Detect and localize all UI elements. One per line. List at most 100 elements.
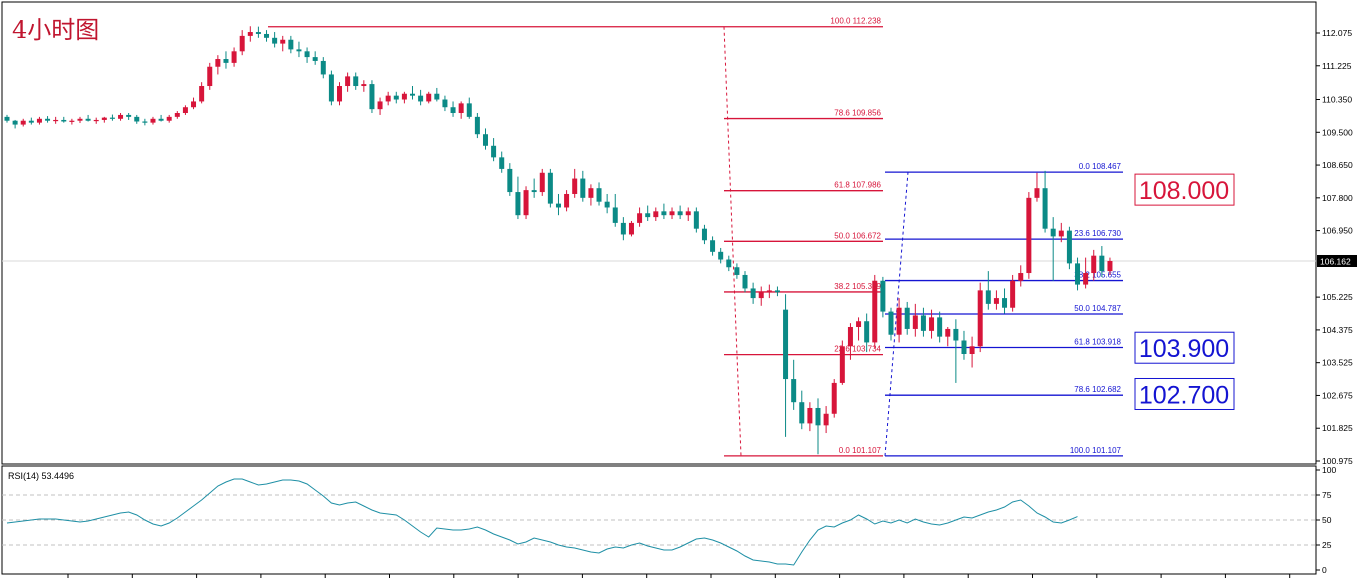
fib-blue-level-label: 38.2 105.655	[1074, 271, 1121, 280]
candle-body	[247, 32, 253, 36]
annotation-box	[1134, 331, 1235, 364]
fib-red-level-label: 50.0 106.672	[834, 231, 881, 240]
candle-body	[1066, 230, 1072, 264]
rsi-axis-tick-label: 75	[1322, 490, 1332, 500]
candle-body	[904, 307, 910, 329]
candle-body	[1042, 188, 1048, 229]
candle-body	[1034, 188, 1040, 198]
candle-body	[142, 121, 148, 123]
candle-body	[572, 178, 578, 194]
candle-body	[109, 117, 115, 119]
candle-body	[491, 145, 497, 158]
candle-body	[191, 101, 197, 108]
candle-body	[839, 346, 845, 383]
candle-body	[288, 39, 294, 50]
candle-body	[28, 120, 34, 123]
candle-body	[823, 413, 829, 426]
price-axis-tick-label: 111.225	[1322, 61, 1352, 71]
candle-body	[896, 307, 902, 335]
candle-body	[482, 134, 488, 146]
candle-body	[993, 298, 999, 304]
price-axis-tick-label: 107.800	[1322, 193, 1353, 203]
candle-body	[726, 259, 732, 268]
candle-body	[231, 51, 237, 63]
candle-body	[1058, 230, 1064, 237]
candle-body	[515, 192, 521, 216]
candle-body	[872, 280, 878, 343]
candle-body	[1010, 280, 1016, 308]
candle-body	[296, 49, 302, 52]
chart-title: 4小时图	[12, 16, 99, 44]
candle-body	[272, 37, 278, 44]
candle-body	[134, 116, 140, 122]
candle-body	[312, 57, 318, 61]
candle-body	[961, 340, 967, 354]
fib-red-layer: 100.0 112.238 78.6 109.856 61.8 107.986 50.…	[268, 17, 883, 457]
candle-body	[783, 309, 789, 380]
candle-body	[523, 190, 529, 216]
candle-body	[969, 346, 975, 354]
annotation-label: 103.900	[1139, 335, 1229, 363]
candle-body	[580, 178, 586, 198]
candle-body	[53, 119, 59, 122]
fib-blue-level-label: 61.8 103.918	[1074, 338, 1121, 347]
candle-body	[223, 59, 229, 63]
candle-body	[669, 211, 675, 216]
candle-body	[750, 288, 756, 299]
candle-body	[937, 317, 943, 337]
price-axis-tick-label: 102.675	[1322, 390, 1353, 400]
fib-blue-level-label: 0.0 108.467	[1079, 162, 1122, 171]
fib-red-level-label: 38.2 105.359	[834, 282, 881, 291]
candle-body	[653, 211, 659, 218]
fib-red-level-label: 61.8 107.986	[834, 181, 881, 190]
candle-body	[369, 84, 375, 110]
candle-body	[547, 172, 553, 204]
candle-body	[280, 39, 286, 44]
fib-blue-level-label: 50.0 104.787	[1074, 304, 1121, 313]
candle-body	[710, 240, 716, 252]
rsi-axis-tick-label: 50	[1322, 515, 1332, 525]
candle-body	[393, 95, 399, 100]
candle-body	[385, 95, 391, 102]
candle-body	[864, 321, 870, 343]
annotation-label: 108.000	[1139, 177, 1229, 205]
candle-body	[677, 211, 683, 216]
candle-body	[953, 328, 959, 341]
price-axis-tick-label: 104.375	[1322, 325, 1353, 335]
fib-blue-level-label: 23.6 106.730	[1074, 229, 1121, 238]
candle-body	[158, 118, 164, 121]
candle-body	[831, 382, 837, 414]
annotation-label: 102.700	[1139, 381, 1229, 409]
candle-body	[620, 222, 626, 235]
candle-body	[1083, 273, 1089, 285]
candle-body	[304, 51, 310, 58]
price-axis-tick-label: 106.950	[1322, 226, 1353, 236]
candle-body	[693, 211, 699, 229]
candle-body	[12, 120, 18, 125]
candle-body	[69, 120, 75, 122]
price-axis-tick-label: 103.525	[1322, 358, 1353, 368]
candle-body	[377, 101, 383, 110]
candle-body	[912, 315, 918, 329]
candle-body	[182, 107, 188, 114]
candle-body	[815, 407, 821, 426]
rsi-axis-tick-label: 25	[1322, 540, 1332, 550]
candle-body	[1002, 298, 1008, 308]
candle-body	[101, 117, 107, 120]
candle-body	[450, 107, 456, 114]
candle-body	[1107, 260, 1113, 272]
candle-body	[799, 402, 805, 424]
candle-body	[766, 290, 772, 293]
candle-body	[20, 120, 26, 125]
candle-body	[1075, 263, 1081, 285]
candle-body	[847, 327, 853, 347]
fib-red-level-label: 78.6 109.856	[834, 109, 881, 118]
candle-body	[426, 93, 432, 102]
candle-body	[929, 317, 935, 331]
candle-body	[199, 86, 205, 102]
fib-red-level-label: 100.0 112.238	[830, 17, 881, 26]
candle-body	[507, 168, 513, 193]
candle-body	[774, 290, 780, 293]
candle-body	[264, 33, 270, 38]
